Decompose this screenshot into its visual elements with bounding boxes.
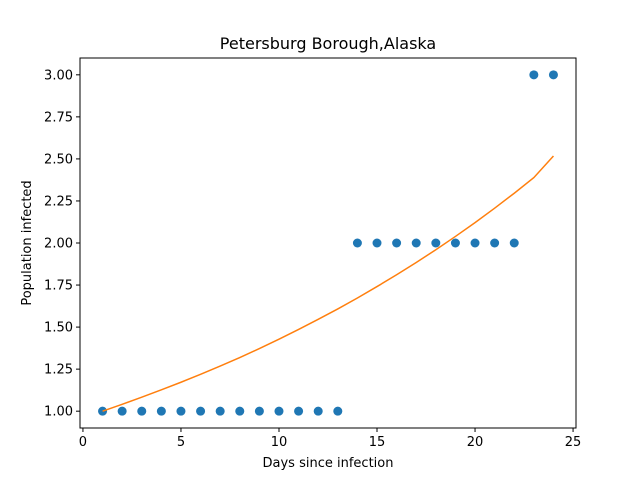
data-point [333,406,343,416]
data-point [548,70,558,80]
data-point [294,406,304,416]
y-tick-label: 1.00 [44,405,73,420]
y-tick-label: 2.00 [44,237,73,252]
x-tick-label: 25 [565,435,582,450]
x-tick-label: 5 [177,435,185,450]
data-point [117,406,127,416]
y-tick-label: 1.75 [44,279,73,294]
x-axis-label: Days since infection [263,456,394,471]
y-tick-label: 1.25 [44,363,73,378]
data-point [176,406,186,416]
x-axis: 0 5 10 15 20 25 [79,428,582,450]
data-point [352,238,362,248]
x-tick-label: 0 [79,435,87,450]
data-point [431,238,441,248]
data-point [196,406,206,416]
y-axis: 1.00 1.25 1.50 1.75 2.00 2.25 2.50 2.75 3.00 [44,68,80,420]
data-point [137,406,147,416]
data-point [450,238,460,248]
data-point [235,406,245,416]
y-tick-label: 2.75 [44,110,73,125]
y-axis-label: Population infected [20,180,35,305]
data-point [392,238,402,248]
data-point [254,406,264,416]
data-point [274,406,284,416]
data-point [156,406,166,416]
data-point [98,406,108,416]
plot-area [98,70,558,416]
data-point [313,406,323,416]
y-tick-label: 2.50 [44,152,73,167]
data-point [215,406,225,416]
y-tick-label: 2.25 [44,194,73,209]
data-point [490,238,500,248]
x-tick-label: 15 [369,435,386,450]
data-point [509,238,519,248]
x-tick-label: 20 [467,435,484,450]
data-point [470,238,480,248]
x-tick-label: 10 [271,435,288,450]
y-tick-label: 3.00 [44,68,73,83]
y-tick-label: 1.50 [44,321,73,336]
data-point [411,238,421,248]
data-point [529,70,539,80]
fit-curve [102,155,555,412]
axes-frame [79,57,577,429]
data-point [372,238,382,248]
chart-title: Petersburg Borough,Alaska [220,34,436,53]
